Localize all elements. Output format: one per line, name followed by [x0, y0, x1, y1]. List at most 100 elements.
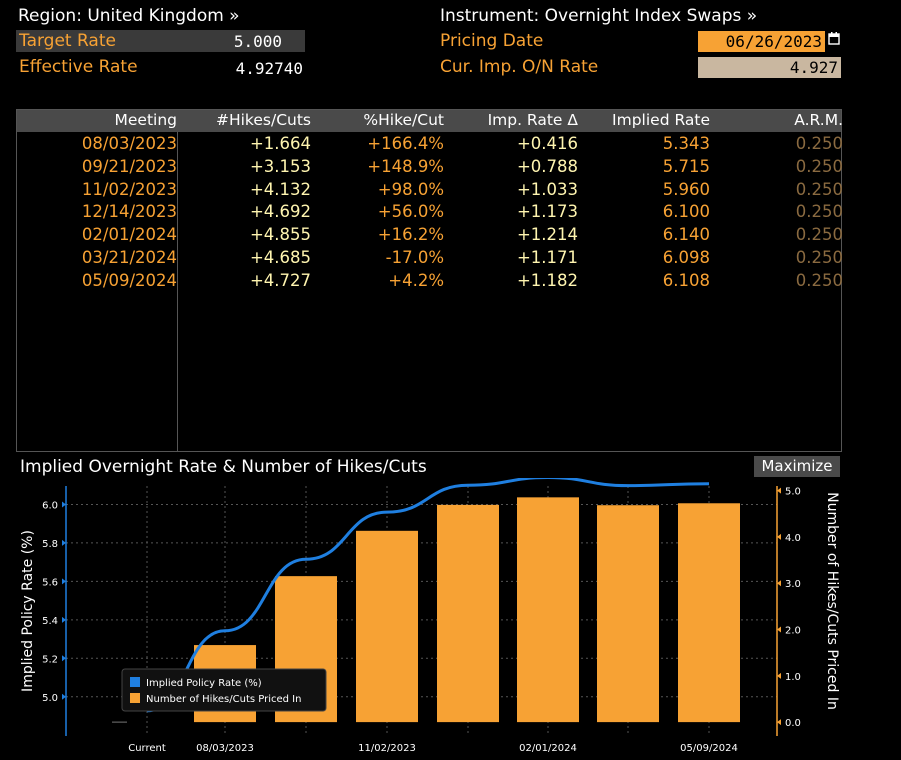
cell-delta: +1.171	[516, 248, 578, 267]
cell-implied: 6.108	[662, 270, 710, 290]
cell-implied: 6.100	[662, 202, 710, 222]
legend-swatch-bar	[130, 693, 140, 703]
table-row[interactable]: 11/02/2023 +4.132 +98.0% +1.033 5.960 0.250	[17, 179, 843, 202]
col-delta[interactable]: Imp. Rate Δ	[487, 111, 578, 129]
legend-box	[121, 668, 327, 712]
maximize-button[interactable]: Maximize	[754, 456, 840, 477]
legend-label-bar: Number of Hikes/Cuts Priced In	[146, 694, 301, 705]
legend-label-line: Implied Policy Rate (%)	[146, 678, 262, 689]
region-selector[interactable]: Region: United Kingdom »	[18, 6, 240, 26]
cell-pct: +98.0%	[377, 179, 444, 199]
cell-delta: +1.173	[516, 202, 578, 222]
cell-delta: +1.214	[516, 225, 578, 245]
target-rate-value: 5.000	[233, 32, 282, 51]
col-implied[interactable]: Implied Rate	[612, 111, 710, 129]
cell-pct: -17.0%	[385, 248, 444, 267]
y2-tick-marker	[777, 719, 781, 726]
col-pct[interactable]: %Hike/Cut	[363, 111, 444, 129]
cell-delta: +0.788	[516, 156, 578, 176]
x-tick-label: 02/01/2024	[519, 743, 577, 754]
cell-hikes: +3.153	[249, 156, 311, 176]
table-row[interactable]: 02/01/2024 +4.855 +16.2% +1.214 6.140 0.250	[17, 225, 843, 247]
table-row[interactable]: 03/21/2024 +4.685 -17.0% +1.171 6.098 0.250	[17, 248, 843, 270]
cell-hikes: +4.692	[249, 202, 311, 222]
cell-implied: 5.960	[662, 179, 710, 199]
y2-tick-label: 5.0	[785, 487, 801, 498]
table-row[interactable]: 05/09/2024 +4.727 +4.2% +1.182 6.108 0.250	[17, 270, 843, 293]
cell-arm: 0.250	[795, 248, 843, 267]
table-row[interactable]: 08/03/2023 +1.664 +166.4% +0.416 5.343 0.250	[17, 134, 843, 156]
y-tick-label: 5.0	[42, 693, 58, 704]
cell-implied: 5.715	[662, 156, 710, 176]
y-tick-label: 5.8	[42, 539, 58, 550]
col-hikes[interactable]: #Hikes/Cuts	[215, 111, 311, 129]
bar	[678, 503, 740, 723]
series-line	[146, 476, 710, 713]
cell-meeting: 05/09/2024	[81, 270, 177, 290]
x-tick-label: 11/02/2023	[358, 743, 416, 754]
bar	[597, 505, 659, 723]
table-row[interactable]: 12/14/2023 +4.692 +56.0% +1.173 6.100 0.250	[17, 202, 843, 224]
cell-arm: 0.250	[795, 134, 843, 153]
x-tick-label: 05/09/2024	[680, 743, 738, 754]
cell-arm: 0.250	[795, 156, 843, 176]
y-tick-marker	[62, 616, 66, 623]
y-tick-marker	[62, 693, 66, 700]
cell-pct: +148.9%	[367, 156, 444, 176]
cell-delta: +1.182	[516, 270, 578, 290]
y-tick-label: 5.6	[42, 577, 58, 588]
cell-arm: 0.250	[795, 179, 843, 199]
instrument-selector[interactable]: Instrument: Overnight Index Swaps »	[440, 6, 758, 26]
cell-arm: 0.250	[795, 202, 843, 222]
y2-tick-marker	[777, 533, 781, 540]
cell-meeting: 08/03/2023	[81, 134, 177, 153]
legend-swatch-line	[130, 677, 140, 687]
cell-meeting: 02/01/2024	[81, 225, 177, 245]
cur-imp-rate-value: 4.927	[698, 57, 841, 78]
cell-meeting: 11/02/2023	[81, 179, 177, 199]
x-tick-label: Current	[128, 743, 166, 754]
table-header: Meeting #Hikes/Cuts %Hike/Cut Imp. Rate …	[17, 110, 843, 132]
cell-hikes: +1.664	[249, 134, 311, 153]
bar	[517, 497, 579, 723]
y-tick-label: 6.0	[42, 500, 58, 511]
column-divider	[177, 132, 178, 451]
chart-area: 5.05.25.45.65.86.06.20.01.02.03.04.05.0I…	[0, 462, 901, 760]
col-meeting[interactable]: Meeting	[114, 111, 178, 129]
effective-rate-value: 4.92740	[235, 59, 303, 78]
effective-rate-label: Effective Rate	[19, 57, 138, 77]
col-arm[interactable]: A.R.M.	[794, 111, 843, 129]
y2-axis-label: Number of Hikes/Cuts Priced In	[824, 492, 840, 710]
y2-tick-marker	[777, 626, 781, 633]
cell-meeting: 12/14/2023	[81, 202, 177, 222]
bar	[356, 530, 418, 723]
y-tick-label: 5.2	[42, 654, 58, 665]
cell-pct: +16.2%	[377, 225, 444, 245]
table-row[interactable]: 09/21/2023 +3.153 +148.9% +0.788 5.715 0.250	[17, 156, 843, 179]
calendar-icon[interactable]	[828, 31, 840, 49]
cell-implied: 6.098	[662, 248, 710, 267]
cell-delta: +1.033	[516, 179, 578, 199]
y2-tick-label: 4.0	[785, 533, 801, 544]
chart-title: Implied Overnight Rate & Number of Hikes…	[20, 457, 427, 477]
cell-meeting: 03/21/2024	[81, 248, 177, 267]
y2-tick-label: 0.0	[785, 718, 801, 729]
pricing-date-field[interactable]: 06/26/2023	[698, 31, 825, 52]
cell-implied: 5.343	[662, 134, 710, 153]
cell-delta: +0.416	[516, 134, 578, 153]
pricing-date-label: Pricing Date	[440, 31, 544, 51]
y2-tick-label: 2.0	[785, 626, 801, 637]
cell-hikes: +4.855	[249, 225, 311, 245]
chart-svg: 5.05.25.45.65.86.06.20.01.02.03.04.05.0I…	[20, 462, 840, 754]
y-tick-marker	[62, 501, 66, 508]
bar	[437, 504, 499, 723]
cell-meeting: 09/21/2023	[81, 156, 177, 176]
y-tick-marker	[62, 578, 66, 585]
y2-tick-label: 1.0	[785, 672, 801, 683]
y-tick-marker	[62, 539, 66, 546]
cell-hikes: +4.132	[249, 179, 311, 199]
cell-hikes: +4.685	[249, 248, 311, 267]
cell-pct: +166.4%	[367, 134, 444, 153]
y-tick-marker	[62, 655, 66, 662]
cell-arm: 0.250	[795, 270, 843, 290]
